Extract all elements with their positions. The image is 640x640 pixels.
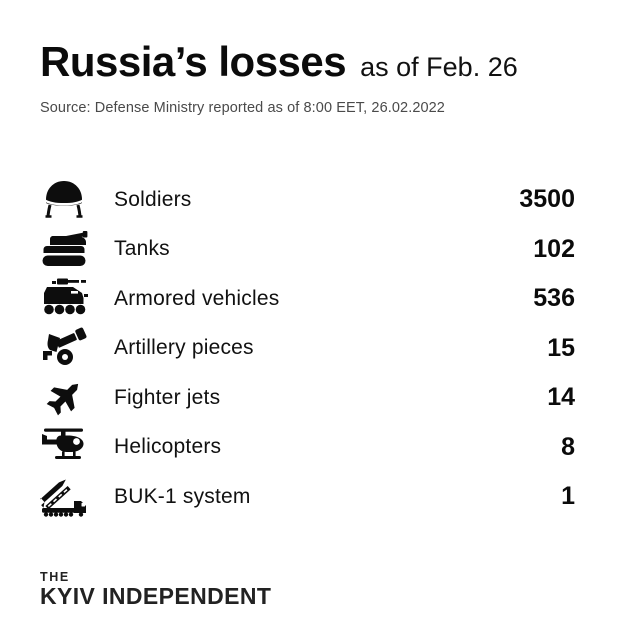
page-title: Russia’s losses xyxy=(40,38,347,85)
table-row-artillery: Artillery pieces 15 xyxy=(40,324,575,374)
helmet-icon xyxy=(40,178,88,222)
missile-launcher-icon xyxy=(40,475,88,519)
loss-label: BUK-1 system xyxy=(114,484,251,508)
page-subtitle: as of Feb. 26 xyxy=(360,52,518,82)
tank-icon xyxy=(40,227,88,271)
loss-label: Fighter jets xyxy=(114,385,221,409)
table-row-tanks: Tanks 102 xyxy=(40,225,575,275)
fighter-jet-icon xyxy=(40,376,88,420)
helicopter-icon xyxy=(40,425,88,469)
table-row-fighter-jets: Fighter jets 14 xyxy=(40,373,575,423)
source-note: Source: Defense Ministry reported as of … xyxy=(40,100,445,116)
loss-label: Helicopters xyxy=(114,435,222,459)
logo-the-text: THE xyxy=(40,569,70,584)
loss-value: 3500 xyxy=(519,185,575,214)
loss-value: 536 xyxy=(533,284,575,313)
armored-vehicle-icon xyxy=(40,277,88,321)
losses-table: Soldiers 3500 Tanks 102 xyxy=(40,175,600,522)
loss-label: Soldiers xyxy=(114,187,192,211)
logo-name-text: KYIV INDEPENDENT xyxy=(40,583,272,609)
loss-label: Artillery pieces xyxy=(114,336,254,360)
loss-label: Armored vehicles xyxy=(114,286,280,310)
table-row-soldiers: Soldiers 3500 xyxy=(40,175,575,225)
kyiv-independent-logo: THE KYIV INDEPENDENT xyxy=(40,569,600,609)
loss-value: 102 xyxy=(533,234,575,263)
loss-value: 1 xyxy=(561,482,575,511)
header: Russia’s losses as of Feb. 26 xyxy=(40,38,600,91)
loss-value: 14 xyxy=(547,383,575,412)
loss-value: 15 xyxy=(547,333,575,362)
artillery-icon xyxy=(40,326,88,370)
table-row-buk-system: BUK-1 system 1 xyxy=(40,472,575,522)
table-row-helicopters: Helicopters 8 xyxy=(40,423,575,473)
table-row-armored-vehicles: Armored vehicles 536 xyxy=(40,274,575,324)
loss-label: Tanks xyxy=(114,237,170,261)
loss-value: 8 xyxy=(561,432,575,461)
